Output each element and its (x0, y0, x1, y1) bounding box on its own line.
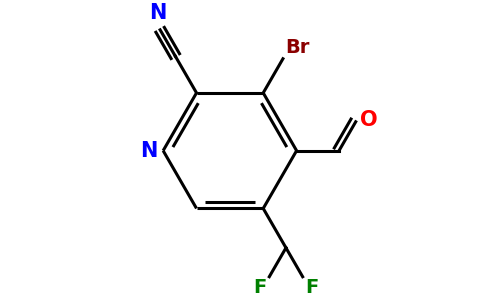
Text: Br: Br (286, 38, 310, 57)
Text: F: F (253, 278, 266, 297)
Text: N: N (149, 3, 166, 23)
Text: O: O (360, 110, 378, 130)
Text: N: N (140, 141, 158, 161)
Text: F: F (306, 278, 319, 297)
